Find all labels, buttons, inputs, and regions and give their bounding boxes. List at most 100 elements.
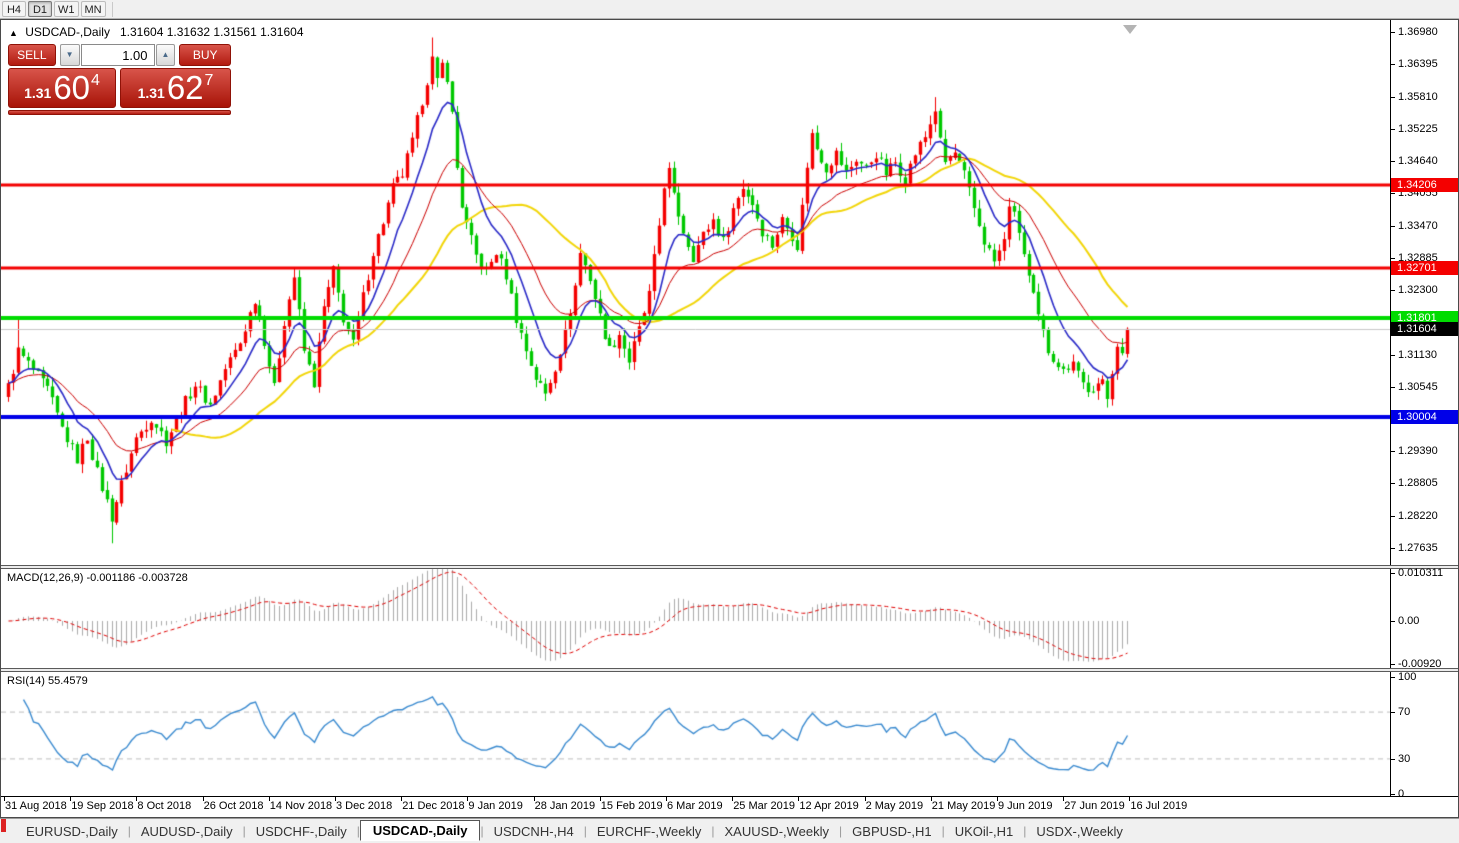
date-label-9: 15 Feb 2019 — [600, 800, 663, 812]
date-label-1: 19 Sep 2018 — [71, 800, 134, 812]
date-label-6: 21 Dec 2018 — [402, 800, 465, 812]
date-tick — [732, 797, 734, 801]
price-tick-1.31130: 1.31130 — [1391, 348, 1437, 362]
chart-tab-audusd-daily[interactable]: AUDUSD-,Daily — [140, 823, 233, 839]
symbol-collapse-icon[interactable]: ▲ — [9, 28, 18, 38]
chart-tab-usdx-weekly[interactable]: USDX-,Weekly — [1036, 823, 1123, 839]
date-tick — [1129, 797, 1131, 801]
tab-separator: | — [480, 824, 484, 838]
chart-title: ▲ USDCAD-,Daily 1.31604 1.31632 1.31561 … — [9, 25, 304, 39]
buy-price-base: 1.31 — [137, 85, 165, 101]
price-tick-1.36395: 1.36395 — [1391, 57, 1438, 71]
price-tick-1.30545: 1.30545 — [1391, 380, 1438, 394]
tab-separator: | — [1023, 824, 1027, 838]
date-tick — [335, 797, 336, 801]
chart-tab-usdcnh-h4[interactable]: USDCNH-,H4 — [493, 823, 574, 839]
chart-tab-eurchf-weekly[interactable]: EURCHF-,Weekly — [596, 823, 702, 839]
date-label-17: 16 Jul 2019 — [1130, 800, 1188, 812]
volume-decrease-button[interactable]: ▼ — [59, 44, 80, 66]
price-line-label-1.34206: 1.34206 — [1391, 178, 1458, 193]
macd-axis[interactable]: 0.010311 0.00 -0.00920 — [1390, 566, 1458, 670]
date-label-8: 28 Jan 2019 — [534, 800, 596, 812]
date-tick — [202, 797, 204, 801]
date-tick — [666, 797, 667, 801]
macd-tick-0.010311: 0.010311 — [1391, 566, 1443, 580]
buy-price-big: 62 — [166, 69, 204, 106]
timeframe-toolbar: H4 D1 W1 MN — [0, 0, 1459, 19]
date-tick — [930, 797, 932, 801]
chart-shift-marker-icon[interactable] — [1123, 25, 1137, 34]
chart-window: ▲ USDCAD-,Daily 1.31604 1.31632 1.31561 … — [0, 19, 1459, 818]
date-tick — [864, 797, 866, 801]
trade-panel-collapse-strip[interactable] — [8, 110, 231, 115]
date-tick — [599, 797, 601, 801]
rsi-tick-0: 0 — [1391, 787, 1404, 801]
timeframe-button-w1[interactable]: W1 — [54, 1, 79, 17]
chart-tab-xauusd-weekly[interactable]: XAUUSD-,Weekly — [724, 823, 830, 839]
tab-separator: | — [711, 824, 715, 838]
rsi-axis[interactable]: 100 70 30 0 — [1390, 671, 1458, 800]
tab-separator: | — [242, 824, 246, 838]
price-tick-1.35810: 1.35810 — [1391, 90, 1438, 104]
main-chart-canvas[interactable] — [1, 20, 1390, 565]
macd-indicator-canvas[interactable] — [1, 569, 1390, 668]
date-label-0: 31 Aug 2018 — [5, 800, 67, 812]
timeframe-button-h4[interactable]: H4 — [2, 1, 26, 17]
sell-price-display[interactable]: 1.31 60 4 — [8, 68, 116, 108]
one-click-trading-panel: SELL ▼ ▲ BUY 1.31 60 4 1.31 62 7 — [8, 44, 231, 115]
date-tick — [1063, 797, 1065, 801]
date-label-5: 3 Dec 2018 — [336, 800, 393, 812]
date-label-11: 25 Mar 2019 — [733, 800, 795, 812]
date-label-15: 9 Jun 2019 — [998, 800, 1053, 812]
price-tick-1.28220: 1.28220 — [1391, 509, 1438, 523]
buy-button[interactable]: BUY — [179, 44, 231, 66]
price-tick-1.35225: 1.35225 — [1391, 122, 1438, 136]
date-axis[interactable]: 31 Aug 2018 19 Sep 2018 8 Oct 2018 26 Oct 2… — [1, 797, 1458, 817]
rsi-indicator-canvas[interactable] — [1, 672, 1390, 796]
price-tick-1.29390: 1.29390 — [1391, 444, 1438, 458]
chart-tab-bar: EURUSD-,Daily | AUDUSD-,Daily | USDCHF-,Dail… — [0, 818, 1459, 843]
rsi-tick-70: 70 — [1391, 705, 1410, 719]
date-tick — [268, 797, 270, 801]
price-tick-1.34640: 1.34640 — [1391, 154, 1438, 168]
date-label-16: 27 Jun 2019 — [1064, 800, 1125, 812]
price-tick-1.27635: 1.27635 — [1391, 541, 1438, 555]
chart-tab-usdcad-daily[interactable]: USDCAD-,Daily — [359, 819, 481, 841]
chart-tab-eurusd-daily[interactable]: EURUSD-,Daily — [26, 823, 118, 839]
date-tick — [4, 797, 5, 801]
date-tick — [467, 797, 469, 801]
sell-button[interactable]: SELL — [8, 44, 56, 66]
date-label-13: 2 May 2019 — [865, 800, 924, 812]
date-label-7: 9 Jan 2019 — [468, 800, 523, 812]
price-axis[interactable]: 1.36980 1.36395 1.35810 1.35225 1.34640 1.340… — [1390, 20, 1458, 565]
price-tick-1.33470: 1.33470 — [1391, 219, 1438, 233]
buy-price-sup: 7 — [204, 72, 214, 89]
macd-indicator-label: MACD(12,26,9) -0.001186 -0.003728 — [7, 572, 188, 584]
timeframe-button-mn[interactable]: MN — [80, 1, 106, 17]
price-tick-1.36980: 1.36980 — [1391, 25, 1438, 39]
volume-increase-button[interactable]: ▲ — [155, 44, 176, 66]
chart-tab-usdchf-daily[interactable]: USDCHF-,Daily — [255, 823, 347, 839]
date-label-10: 6 Mar 2019 — [667, 800, 723, 812]
pane-divider-rsi[interactable] — [1, 668, 1458, 672]
tab-separator: | — [356, 824, 360, 838]
price-line-label-1.30004: 1.30004 — [1391, 410, 1458, 425]
date-tick — [997, 797, 998, 801]
sell-price-big: 60 — [53, 69, 91, 106]
date-tick — [136, 797, 138, 801]
buy-price-display[interactable]: 1.31 62 7 — [120, 68, 231, 108]
tab-strip-marker — [1, 819, 6, 832]
timeframe-button-d1[interactable]: D1 — [28, 1, 52, 17]
date-tick — [401, 797, 403, 801]
date-tick — [798, 797, 800, 801]
chart-tab-ukoil-h1[interactable]: UKOil-,H1 — [954, 823, 1014, 839]
chart-title-ohlc: 1.31604 1.31632 1.31561 1.31604 — [119, 25, 304, 39]
rsi-tick-30: 30 — [1391, 752, 1410, 766]
date-label-14: 21 May 2019 — [931, 800, 996, 812]
date-label-3: 26 Oct 2018 — [203, 800, 264, 812]
pane-divider-macd[interactable] — [1, 565, 1458, 569]
chevron-down-icon: ▼ — [65, 50, 74, 59]
volume-input[interactable] — [80, 44, 155, 66]
price-tick-1.32885: 1.32885 — [1391, 251, 1438, 265]
chart-tab-gbpusd-h1[interactable]: GBPUSD-,H1 — [852, 823, 932, 839]
